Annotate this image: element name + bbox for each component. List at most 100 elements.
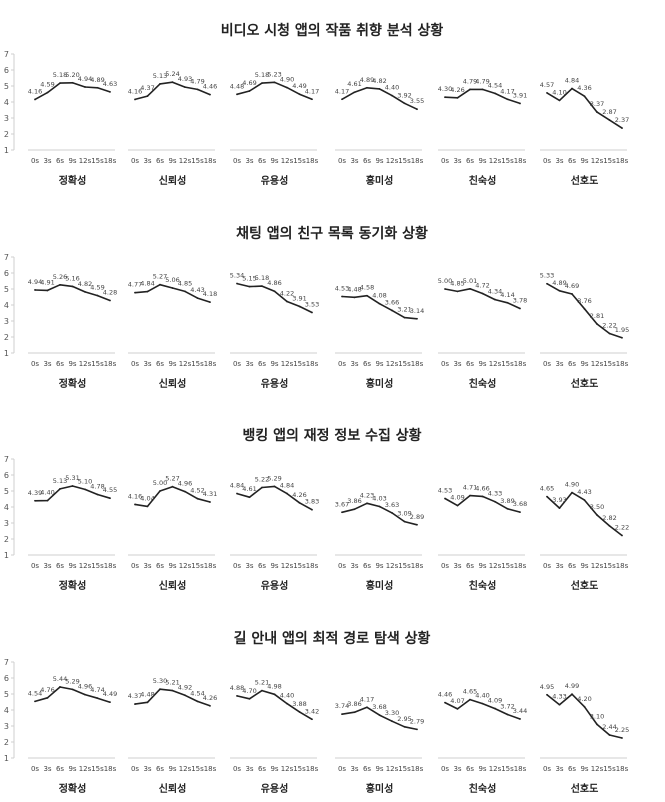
panel-label: 정확성 [59, 782, 87, 795]
x-tick-label: 12s [591, 562, 604, 570]
panel-label: 정확성 [59, 377, 87, 390]
data-point [34, 289, 36, 291]
data-label: 4.39 [28, 489, 42, 497]
x-tick-label: 9s [375, 765, 383, 773]
data-point [71, 485, 74, 487]
x-tick-label: 18s [616, 562, 629, 570]
data-label: 4.57 [540, 81, 554, 89]
data-label: 3.50 [590, 503, 604, 511]
x-tick-label: 9s [478, 765, 486, 773]
data-label: 4.55 [103, 486, 117, 494]
data-point [608, 734, 611, 736]
data-point [184, 694, 186, 697]
panel-label: 선호도 [571, 579, 599, 592]
x-tick-label: 18s [104, 157, 117, 165]
data-point [341, 713, 343, 716]
data-label: 3.68 [513, 500, 527, 508]
data-point [571, 693, 573, 696]
data-label: 4.53 [438, 487, 452, 495]
data-label: 4.54 [488, 81, 502, 89]
data-label: 4.76 [40, 686, 54, 694]
data-label: 3.53 [305, 301, 319, 309]
data-label: 4.26 [450, 86, 464, 94]
data-point [248, 285, 251, 288]
data-point [46, 499, 49, 502]
data-label: 4.37 [140, 84, 154, 92]
panel-label: 유용성 [261, 782, 289, 795]
x-tick-label: 18s [514, 360, 527, 368]
data-point [84, 488, 86, 491]
data-label: 4.96 [178, 480, 192, 488]
x-tick-label: 6s [568, 765, 576, 773]
data-label: 4.18 [203, 290, 217, 298]
panel-label: 유용성 [261, 579, 289, 592]
x-tick-label: 0s [338, 562, 346, 570]
data-label: 4.95 [540, 683, 554, 691]
data-point [146, 701, 149, 704]
x-tick-label: 15s [293, 765, 306, 773]
y-tick-label: 4 [4, 503, 9, 512]
x-tick-label: 6s [56, 562, 64, 570]
data-point [236, 492, 238, 495]
data-label: 4.89 [90, 76, 104, 84]
y-tick-label: 6 [4, 269, 9, 278]
data-point [159, 490, 161, 492]
x-tick-label: 0s [31, 562, 39, 570]
x-tick-label: 0s [233, 765, 241, 773]
data-point [378, 87, 381, 90]
data-point [558, 507, 561, 510]
panel-label: 선호도 [571, 782, 599, 795]
data-label: 5.10 [78, 477, 92, 485]
data-point [109, 497, 111, 500]
data-point [341, 98, 343, 101]
data-label: 4.61 [347, 80, 361, 88]
x-tick-label: 3s [43, 562, 51, 570]
data-point [311, 508, 313, 511]
data-point [469, 287, 471, 290]
x-tick-label: 15s [191, 765, 204, 773]
x-tick-label: 0s [233, 360, 241, 368]
data-point [46, 696, 49, 699]
data-label: 4.23 [360, 491, 374, 499]
x-tick-label: 6s [466, 157, 474, 165]
x-tick-label: 18s [204, 562, 217, 570]
data-point [46, 289, 49, 292]
x-tick-label: 6s [156, 157, 164, 165]
x-tick-label: 18s [204, 157, 217, 165]
x-tick-label: 6s [568, 157, 576, 165]
data-point [273, 290, 276, 293]
panel-label: 친숙성 [469, 377, 497, 390]
data-label: 4.46 [438, 691, 452, 699]
x-tick-label: 15s [191, 562, 204, 570]
data-label: 4.74 [90, 686, 104, 694]
chart-title: 채팅 앱의 친구 목록 동기화 상황 [236, 225, 428, 242]
x-tick-label: 3s [453, 562, 461, 570]
data-point [71, 285, 74, 288]
data-point [444, 96, 446, 99]
data-point [209, 501, 211, 503]
data-point [196, 297, 199, 300]
x-tick-label: 3s [350, 360, 358, 368]
data-point [621, 127, 623, 129]
data-point [261, 82, 263, 85]
data-point [196, 497, 199, 500]
data-label: 3.21 [397, 306, 411, 314]
data-label: 4.79 [475, 77, 489, 85]
data-label: 4.92 [178, 683, 192, 691]
data-label: 5.13 [53, 477, 67, 485]
data-label: 5.21 [255, 679, 269, 687]
x-tick-label: 6s [156, 360, 164, 368]
data-point [583, 307, 586, 310]
data-label: 4.49 [103, 690, 117, 698]
data-point [378, 302, 381, 305]
x-tick-label: 18s [514, 157, 527, 165]
data-point [558, 289, 561, 292]
data-label: 4.79 [463, 77, 477, 85]
data-label: 4.48 [140, 690, 154, 698]
y-tick-label: 2 [4, 333, 9, 342]
data-point [391, 309, 393, 312]
data-point [59, 488, 61, 490]
data-point [506, 98, 509, 101]
x-tick-label: 15s [293, 157, 306, 165]
